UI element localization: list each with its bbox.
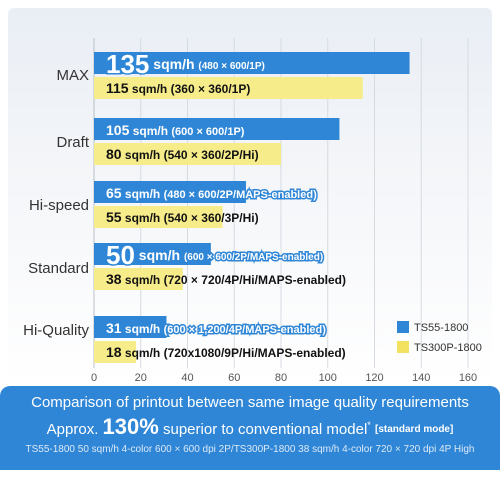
legend-label-ts55-1800: TS55-1800 xyxy=(414,322,468,334)
x-tick-label: 20 xyxy=(135,372,147,384)
bar-ts300p-1800 xyxy=(94,341,137,363)
x-tick-label: 160 xyxy=(459,372,477,384)
footer-approx: Approx. xyxy=(46,421,99,438)
x-tick-label: 80 xyxy=(275,372,287,384)
bar-ts55-1800 xyxy=(94,181,246,203)
footer-asterisk: * xyxy=(367,420,371,430)
bar-ts300p-1800 xyxy=(94,77,363,99)
chart-svg: 0 20 40 60 80 100 120 140 160 MAX Draft Hi-speed Sta… xyxy=(23,38,482,384)
data-label-ts55-1800: 105 sqm/h (600 × 600/1P) xyxy=(106,122,245,138)
data-label-ts300p-1800: 18 sqm/h (720x1080/9P/Hi/MAPS-enabled) xyxy=(106,344,346,360)
data-label-ts300p-1800: 55 sqm/h (540 × 360/3P/Hi) xyxy=(106,209,259,225)
x-tick-label: 100 xyxy=(319,372,337,384)
category-label: Hi-speed xyxy=(29,197,89,214)
bar-ts55-1800 xyxy=(94,316,167,338)
bar-ts55-1800 xyxy=(94,52,410,74)
x-tick-label: 40 xyxy=(181,372,193,384)
footer-panel: Comparison of printout between same imag… xyxy=(0,386,500,470)
data-label-ts55-1800: 50 sqm/h (600 × 600/2P/MAPS-enabled) xyxy=(106,240,323,270)
legend-swatch-ts300p-1800 xyxy=(397,341,409,353)
footer-comparison-text: Comparison of printout between same imag… xyxy=(31,394,469,411)
bar-ts55-1800 xyxy=(94,118,340,140)
category-label: Draft xyxy=(56,134,89,151)
bar-ts300p-1800 xyxy=(94,206,223,228)
data-label-ts300p-1800: 38 sqm/h (720 × 720/4P/Hi/MAPS-enabled) xyxy=(106,271,346,287)
bar-ts300p-1800 xyxy=(94,143,281,165)
bar-ts55-1800 xyxy=(94,243,211,265)
footer-percent-sign: % xyxy=(139,414,159,439)
x-tick-label: 60 xyxy=(228,372,240,384)
legend-swatch-ts55-1800 xyxy=(397,321,409,333)
legend-label-ts300p-1800: TS300P-1800 xyxy=(414,342,482,354)
x-tick-label: 140 xyxy=(412,372,430,384)
category-label: MAX xyxy=(56,67,89,84)
bottom-strip xyxy=(0,470,500,500)
x-tick-label: 0 xyxy=(91,372,97,384)
category-label: Standard xyxy=(28,260,89,277)
footer-superiority-text: Approx. 130% superior to conventional mo… xyxy=(0,414,500,440)
footer-percent: 130 xyxy=(102,414,140,439)
data-label-ts300p-1800: 80 sqm/h (540 × 360/2P/Hi) xyxy=(106,146,259,162)
data-label-ts55-1800: 135 sqm/h (480 × 600/1P) xyxy=(106,49,265,79)
footer-footnote: TS55-1800 50 sqm/h 4-color 600 × 600 dpi… xyxy=(25,444,475,455)
data-label-ts55-1800: 65 sqm/h (480 × 600/2P/MAPS-enabled) xyxy=(106,185,317,201)
data-label-ts300p-1800: 115 sqm/h (360 × 360/1P) xyxy=(106,80,250,96)
x-tick-label: 120 xyxy=(365,372,383,384)
footer-superior: superior to conventional model xyxy=(163,421,368,438)
footer-standard-mode: [standard mode] xyxy=(374,424,454,435)
bar-ts300p-1800 xyxy=(94,268,183,290)
category-label: Hi-Quality xyxy=(23,322,89,339)
data-label-ts55-1800: 31 sqm/h (600 × 1,200/4P/MAPS-enabled) xyxy=(106,320,326,336)
